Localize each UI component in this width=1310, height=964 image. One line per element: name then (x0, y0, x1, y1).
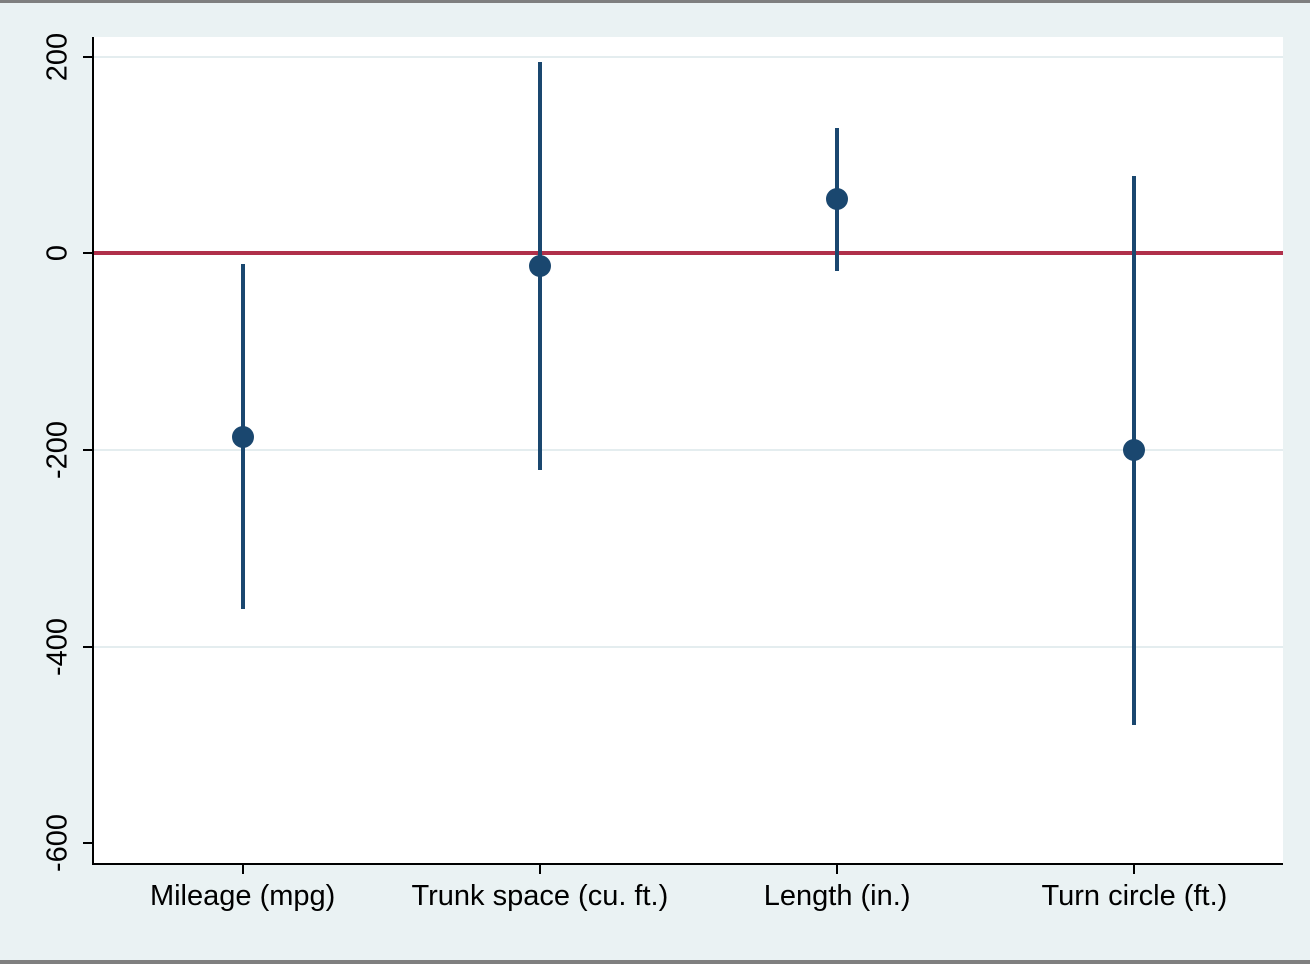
y-tick-label-200: 200 (41, 32, 74, 81)
y-tick-label--600: -600 (41, 814, 74, 873)
y-tick-200 (83, 55, 92, 58)
y-axis-line (92, 37, 94, 865)
y-tick-label--400: -400 (41, 617, 74, 676)
y-tick--400 (83, 645, 92, 648)
x-tick-2 (538, 865, 541, 874)
x-tick-1 (241, 865, 244, 874)
coef-marker-4 (1123, 439, 1146, 461)
x-tick-label-3: Length (in.) (763, 880, 911, 912)
x-tick-label-2: Trunk space (cu. ft.) (411, 880, 669, 912)
x-tick-4 (1133, 865, 1136, 874)
figure-top-border (0, 0, 1310, 3)
x-axis-line (92, 863, 1283, 865)
x-tick-3 (836, 865, 839, 874)
plot-region (94, 37, 1283, 863)
x-tick-label-1: Mileage (mpg) (149, 880, 336, 912)
x-tick-label-4: Turn circle (ft.) (1041, 880, 1228, 912)
zero-reference-line (94, 251, 1283, 256)
figure-bottom-border (0, 960, 1310, 964)
gridline-y-200 (94, 55, 1283, 58)
y-tick-label--200: -200 (41, 420, 74, 480)
coef-marker-1 (231, 426, 254, 449)
y-tick-label-0: 0 (41, 245, 74, 262)
y-tick--200 (83, 449, 92, 451)
coef-marker-2 (528, 255, 551, 278)
gridline-y--400 (94, 645, 1283, 648)
y-tick--600 (83, 842, 92, 845)
coef-marker-3 (826, 188, 849, 211)
y-tick-0 (83, 252, 92, 255)
gridline-y--200 (94, 449, 1283, 451)
